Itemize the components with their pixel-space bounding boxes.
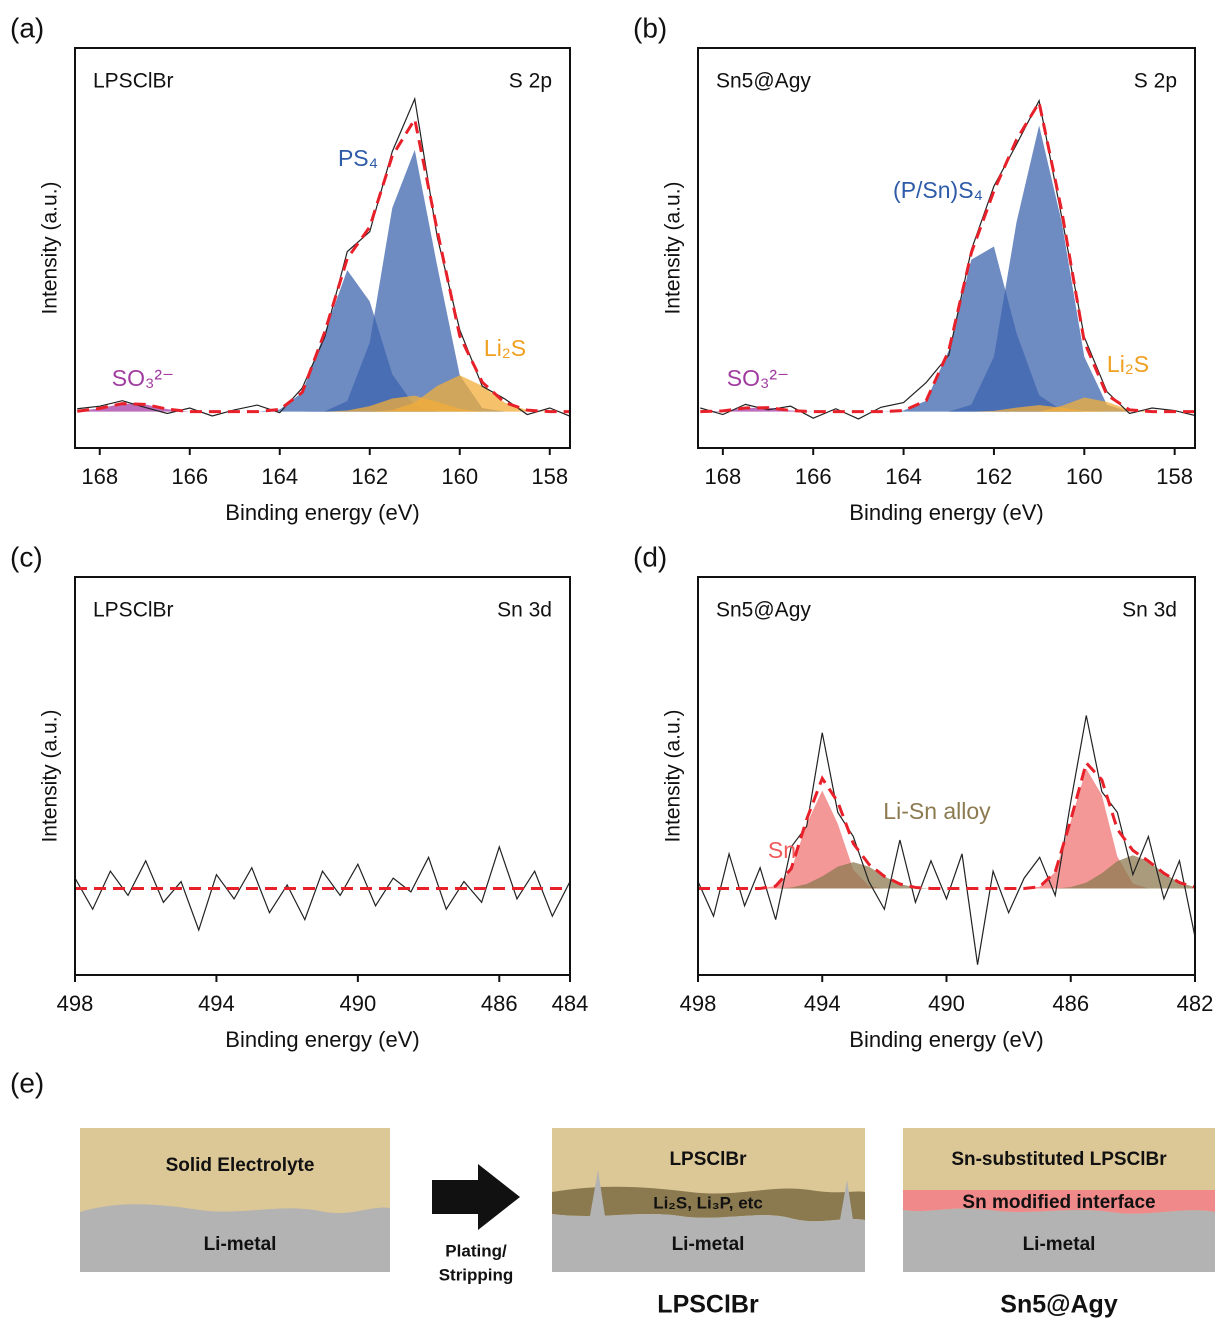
layer-label: Li-metal (672, 1234, 745, 1255)
plot-area (700, 98, 1195, 420)
chart: 498 494 490 486 484 Binding energy (eV) Intens… (10, 541, 588, 1051)
x-tick-label: 486 (481, 991, 518, 1016)
y-axis-label: Intensity (a.u.) (39, 709, 62, 842)
component-area (700, 246, 1195, 412)
x-tick-label: 494 (804, 991, 841, 1016)
x-tick-label: 158 (531, 464, 568, 489)
region-label: S 2p (1134, 70, 1177, 93)
plot-area (698, 715, 1195, 965)
sample-label: LPSClBr (93, 70, 174, 93)
x-tick-label: 164 (885, 464, 922, 489)
panel-label: (c) (10, 541, 43, 572)
plot-frame (697, 47, 1196, 449)
x-tick-label: 162 (351, 464, 388, 489)
annotation: (P/Sn)S₄ (893, 177, 983, 203)
component-area (698, 768, 1195, 889)
layer-label: Li₂S, Li₃P, etc (653, 1193, 763, 1212)
plot-frame (74, 576, 571, 976)
annotation: Li₂S (484, 335, 526, 361)
panel-label: (a) (10, 12, 44, 43)
sample-label: LPSClBr (93, 599, 174, 622)
x-tick-label: 168 (81, 464, 118, 489)
x-tick-label: 490 (339, 991, 376, 1016)
x-tick-label: 166 (795, 464, 832, 489)
layer-label: Solid Electrolyte (166, 1155, 315, 1176)
x-tick-label: 498 (680, 991, 717, 1016)
caption: Sn5@Agy (1000, 1291, 1118, 1319)
caption: LPSClBr (657, 1291, 759, 1319)
x-tick-label: 484 (552, 991, 589, 1016)
annotation: SO₃²⁻ (727, 365, 789, 391)
layer-label: Li-metal (1023, 1234, 1096, 1255)
arrow-label: Stripping (439, 1265, 514, 1284)
x-tick-label: 494 (198, 991, 235, 1016)
component-area (77, 375, 570, 412)
x-tick-label: 490 (928, 991, 965, 1016)
layer-label: LPSClBr (669, 1149, 747, 1170)
chart: 168 166 164 162 160 158 Binding energy (eV) Int… (10, 12, 571, 525)
arrow-label: Plating/ (445, 1241, 507, 1260)
plot-frame (74, 47, 571, 449)
region-label: S 2p (509, 70, 552, 93)
x-tick-label: 168 (704, 464, 741, 489)
layer-label: Sn modified interface (962, 1192, 1155, 1213)
panel-label: (e) (10, 1067, 44, 1098)
region-label: Sn 3d (1122, 599, 1177, 622)
chart: 168 166 164 162 160 158 Binding energy (eV) Int… (633, 12, 1196, 525)
x-tick-label: 498 (57, 991, 94, 1016)
fit-line (700, 98, 1195, 414)
x-tick-label: 482 (1177, 991, 1214, 1016)
x-tick-label: 162 (976, 464, 1013, 489)
diagram: (e) Solid Electrolyte Li-metal Plating/ … (10, 1067, 1215, 1319)
x-tick-label: 160 (1066, 464, 1103, 489)
component-area (698, 855, 1195, 889)
li-metal-layer (903, 1208, 1215, 1272)
annotation: Li₂S (1107, 351, 1149, 377)
fit-line (698, 759, 1195, 890)
component-area (700, 125, 1195, 412)
sample-label: Sn5@Agy (716, 70, 811, 93)
interphase-layer (552, 1186, 865, 1222)
fit-line (77, 115, 570, 414)
annotation: Li-Sn alloy (883, 798, 991, 824)
li-metal-layer (552, 1170, 865, 1272)
plot-area (75, 845, 570, 932)
plot-area (77, 96, 570, 417)
spectrum-line (77, 96, 570, 417)
sample-label: Sn5@Agy (716, 599, 811, 622)
x-axis-label: Binding energy (eV) (225, 500, 419, 525)
charts: 168 166 164 162 160 158 Binding energy (eV) Int… (10, 12, 1213, 1051)
layer-label: Li-metal (204, 1234, 277, 1255)
component-area (77, 149, 570, 412)
process-arrow (432, 1164, 520, 1230)
y-axis-label: Intensity (a.u.) (662, 181, 685, 314)
panel-label: (d) (633, 541, 667, 572)
annotation: SO₃²⁻ (112, 365, 174, 391)
x-axis-label: Binding energy (eV) (225, 1027, 419, 1052)
y-axis-label: Intensity (a.u.) (662, 709, 685, 842)
x-tick-label: 166 (171, 464, 208, 489)
chart: 498 494 490 486 482 Binding energy (eV) Intens… (633, 541, 1213, 1051)
li-metal-layer (80, 1204, 390, 1272)
component-area (700, 397, 1195, 412)
x-tick-label: 164 (261, 464, 298, 489)
plot-frame (697, 576, 1196, 976)
panel-label: (b) (633, 12, 667, 43)
x-axis-label: Binding energy (eV) (849, 1027, 1043, 1052)
x-tick-label: 160 (441, 464, 478, 489)
y-axis-label: Intensity (a.u.) (39, 181, 62, 314)
interface-layer (903, 1190, 1215, 1214)
spectrum-line (698, 715, 1195, 965)
x-tick-label: 158 (1156, 464, 1193, 489)
annotation: PS₄ (338, 145, 378, 171)
annotation: Sn (768, 837, 796, 863)
layer-label: Sn-substituted LPSClBr (951, 1149, 1167, 1170)
x-tick-label: 486 (1052, 991, 1089, 1016)
region-label: Sn 3d (497, 599, 552, 622)
x-axis-label: Binding energy (eV) (849, 500, 1043, 525)
